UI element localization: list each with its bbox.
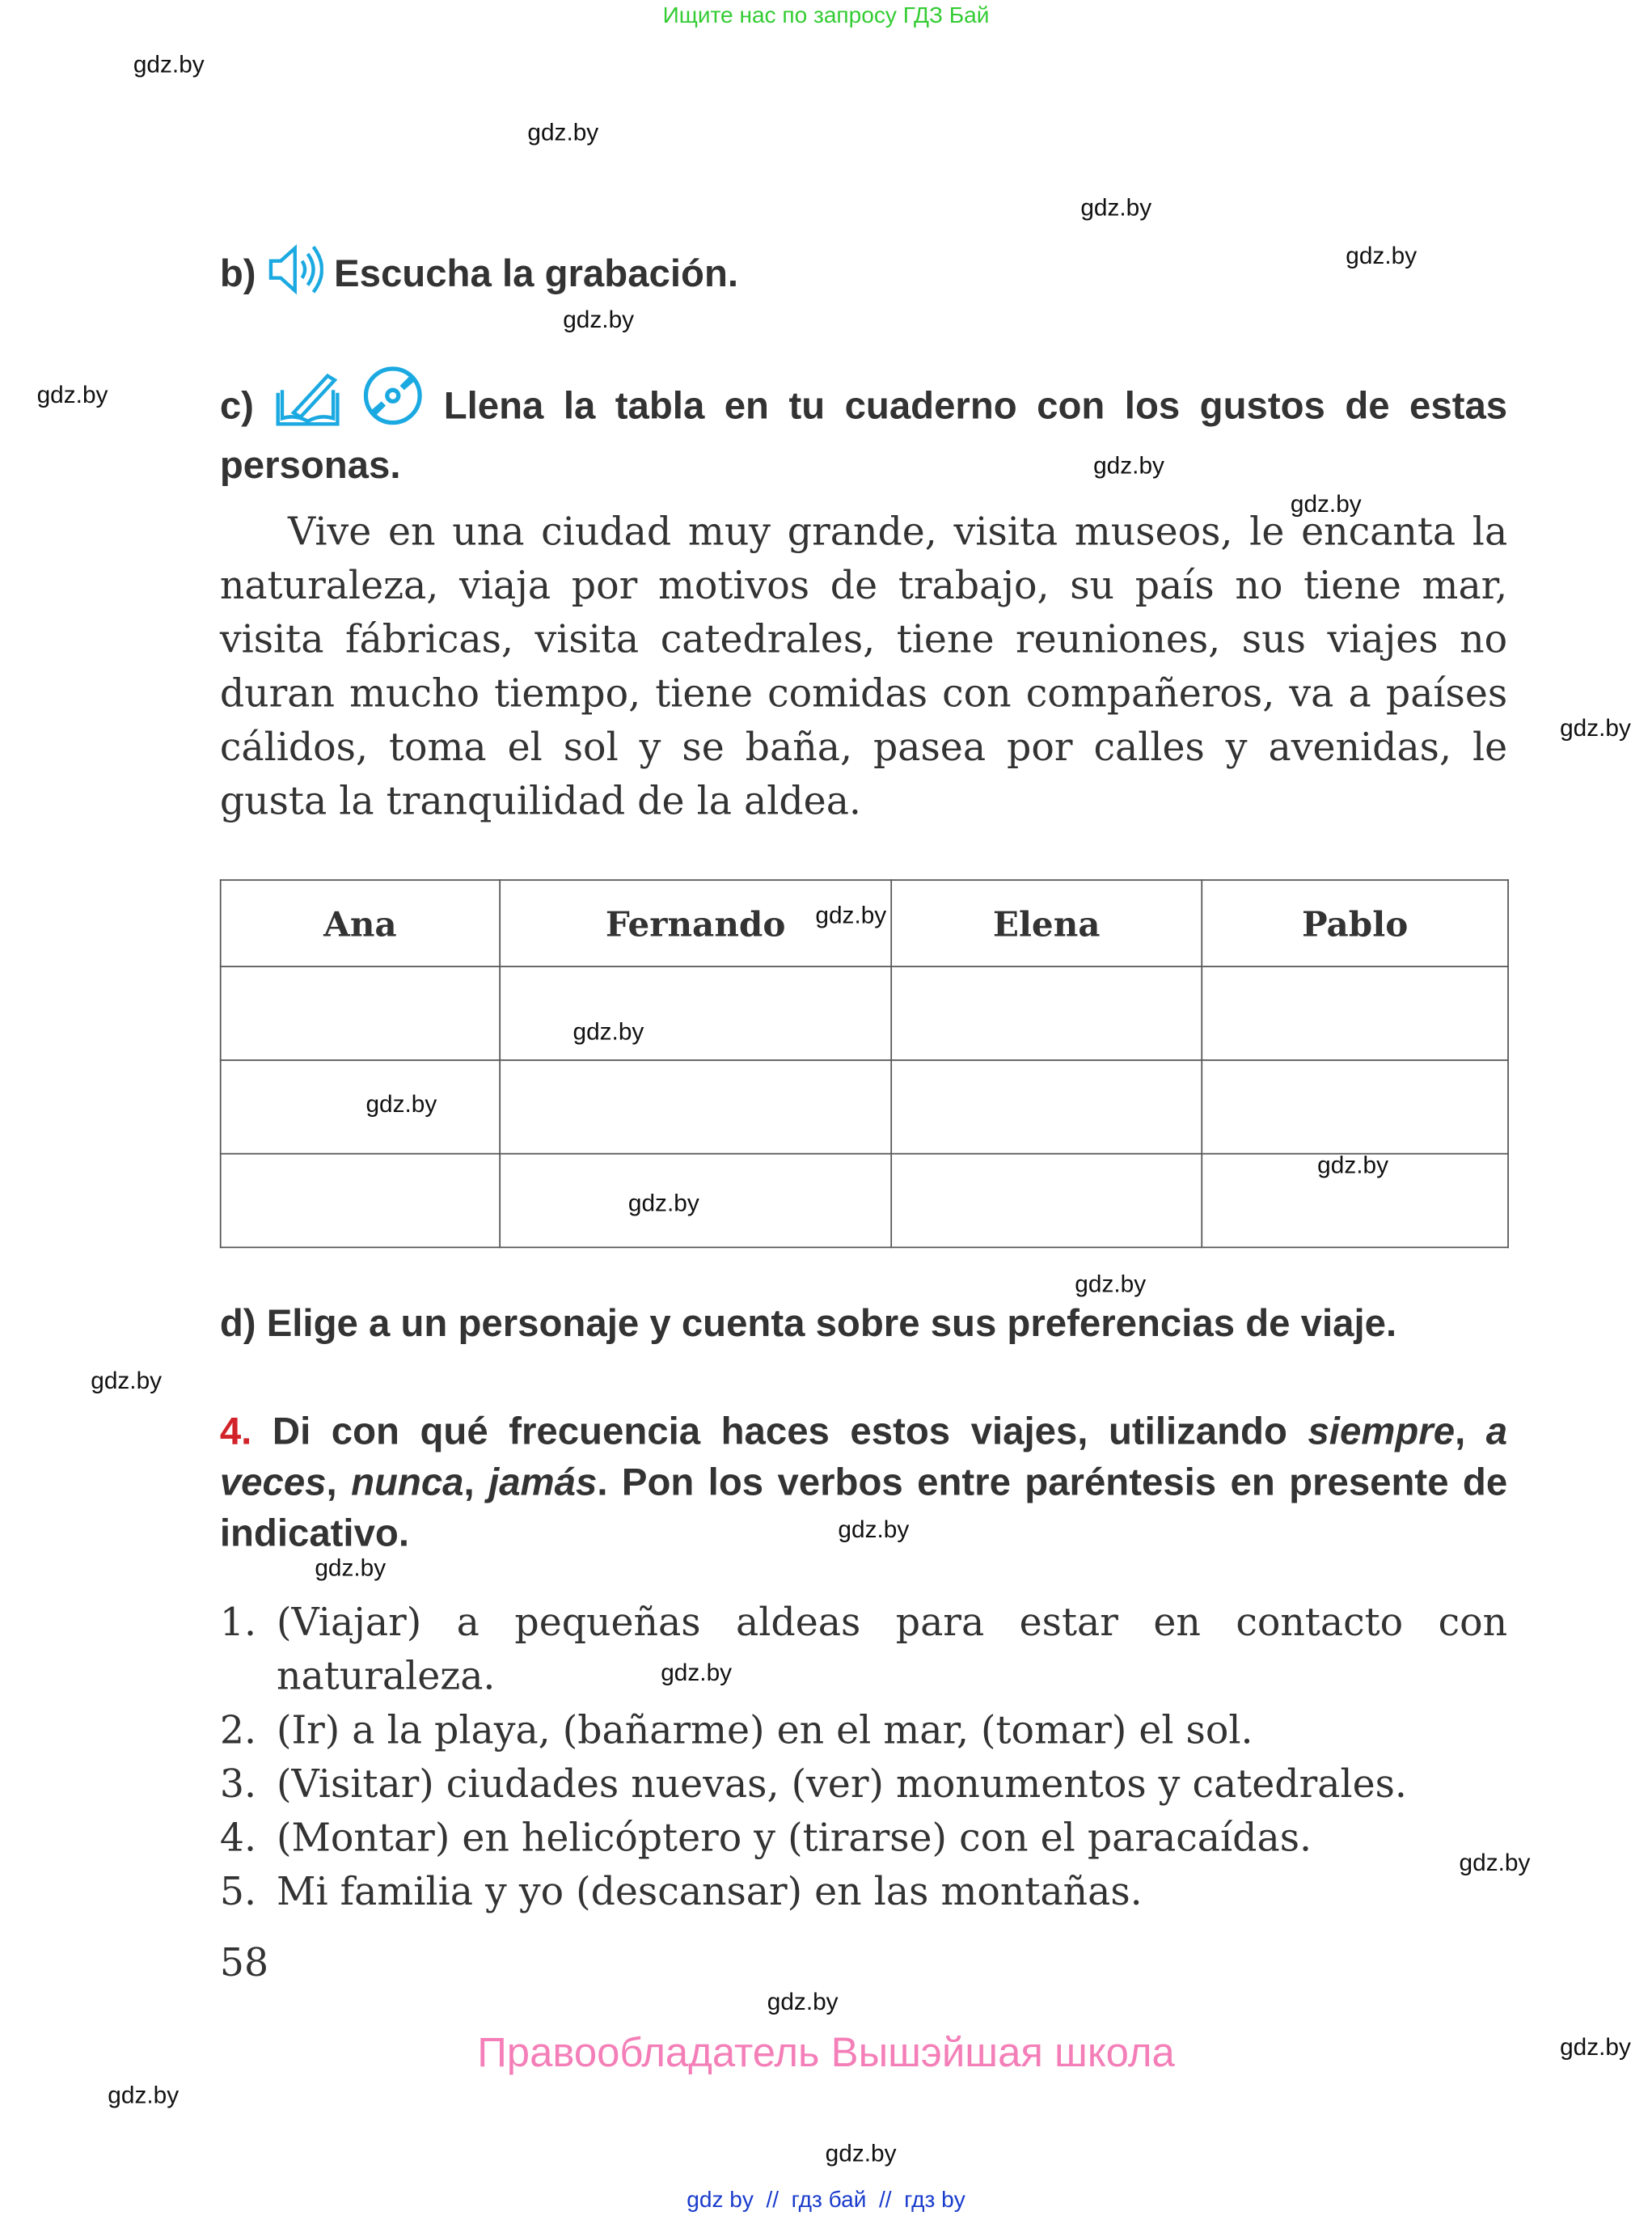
item-number: 4. [219, 1816, 257, 1861]
footer-link[interactable]: гдз бай [791, 2188, 867, 2213]
watermark: gdz.by [365, 1090, 437, 1118]
table-cell [1201, 1152, 1509, 1249]
cd-icon [361, 365, 424, 440]
page-number: 58 [219, 1941, 269, 1986]
footer-link[interactable]: gdz by [687, 2188, 754, 2213]
table-cell [499, 1152, 893, 1249]
watermark: gdz.by [627, 1190, 699, 1217]
list-item: 3. (Visitar) ciudades nuevas, (ver) monum… [220, 1759, 1507, 1813]
table-cell [499, 1059, 893, 1155]
table-cell [219, 1059, 501, 1155]
watermark: gdz.by [108, 2082, 180, 2109]
watermark: gdz.by [825, 2140, 897, 2167]
watermark: gdz.by [36, 381, 108, 409]
footer-separator: // [766, 2188, 780, 2213]
watermark: gdz.by [91, 1367, 163, 1394]
keyword: siempre [1308, 1410, 1456, 1452]
table-cell [219, 966, 501, 1061]
item-text: (Montar) en helicóptero y (tirarse) con … [276, 1816, 1312, 1861]
keyword: jamás [488, 1461, 598, 1503]
copyright-notice: Правообладатель Вышэйшая школа [477, 2031, 1175, 2077]
table-cell [219, 1152, 501, 1249]
watermark: gdz.by [1346, 242, 1418, 270]
watermark: gdz.by [661, 1659, 733, 1687]
top-banner[interactable]: Ищите нас по запросу ГДЗ Бай [662, 4, 990, 29]
book-pen-icon [273, 367, 341, 439]
watermark: gdz.by [563, 306, 635, 334]
table-cell [890, 966, 1203, 1061]
table-cell [1201, 966, 1509, 1061]
watermark: gdz.by [815, 902, 887, 929]
item-text: (Visitar) ciudades nuevas, (ver) monumen… [276, 1762, 1407, 1808]
exercise-number: 4. [219, 1410, 252, 1452]
watermark: gdz.by [1290, 490, 1362, 518]
table-cell [890, 1152, 1203, 1249]
table-row [219, 1059, 1509, 1155]
instruction-part: Di con qué frecuencia haces estos viajes… [272, 1410, 1308, 1452]
item-number: 2. [219, 1709, 257, 1753]
item-text: Mi familia y yo (descansar) en las monta… [276, 1871, 1143, 1915]
section-d-label: d) [219, 1301, 256, 1345]
description-paragraph: Vive en una ciudad muy grande, visita mu… [219, 510, 1508, 824]
section-d: d) Elige a un personaje y cuenta sobre s… [220, 1298, 1396, 1349]
section-c-text: Llena la tabla en tu cuaderno con los gu… [219, 384, 1508, 487]
watermark: gdz.by [1093, 452, 1164, 480]
list-item: 2. (Ir) a la playa, (bañarme) en el mar, … [220, 1705, 1507, 1759]
table-header-row: Ana Fernando Elena Pablo [219, 879, 1509, 968]
exercise-4-instructions: 4. Di con qué frecuencia haces estos via… [220, 1406, 1507, 1558]
watermark: gdz.by [1560, 2033, 1631, 2061]
item-text: (Viajar) a pequeñas aldeas para estar en… [276, 1600, 1508, 1699]
speaker-icon[interactable] [267, 243, 324, 308]
watermark: gdz.by [572, 1018, 644, 1046]
footer-link[interactable]: гдз by [904, 2188, 965, 2213]
footer-separator: // [878, 2188, 892, 2213]
watermark: gdz.by [133, 51, 205, 78]
comma: , [326, 1461, 352, 1503]
watermark: gdz.by [1075, 1271, 1147, 1298]
table-cell [1201, 1059, 1509, 1155]
table-cell [890, 1059, 1203, 1155]
instruction-part: . Pon los verbos entre paréntesis en pre… [219, 1461, 1508, 1555]
item-number: 1. [219, 1600, 257, 1646]
table-row [219, 1152, 1509, 1249]
section-b-label: b) [219, 252, 256, 295]
watermark: gdz.by [527, 119, 599, 146]
section-c: c) Llena la tabla en tu cuaderno con los… [220, 365, 1507, 491]
watermark: gdz.by [767, 1988, 839, 2016]
keyword: nunca [351, 1461, 464, 1503]
header-ana: Ana [219, 879, 501, 968]
exercise-4-list: 1. (Viajar) a pequeñas aldeas para estar … [220, 1597, 1507, 1921]
table-row [219, 966, 1509, 1061]
watermark: gdz.by [1080, 194, 1152, 222]
list-item: 5. Mi familia y yo (descansar) en las mon… [220, 1867, 1507, 1921]
watermark: gdz.by [1317, 1152, 1389, 1179]
table-cell [499, 966, 893, 1061]
section-b: b) Escucha la grabación. [219, 243, 739, 308]
watermark: gdz.by [1459, 1849, 1531, 1877]
watermark: gdz.by [315, 1554, 387, 1582]
item-number: 3. [219, 1762, 257, 1808]
list-item: 4. (Montar) en helicóptero y (tirarse) co… [220, 1812, 1507, 1867]
preferences-table: Ana Fernando Elena Pablo [219, 879, 1509, 1249]
header-pablo: Pablo [1201, 879, 1509, 968]
keyword: a veces [219, 1410, 1508, 1503]
list-item: 1. (Viajar) a pequeñas aldeas para estar … [220, 1597, 1507, 1705]
footer-links: gdz by // гдз бай // гдз by [0, 2188, 1652, 2214]
item-text: (Ir) a la playa, (bañarme) en el mar, (t… [276, 1709, 1253, 1753]
section-c-label: c) [219, 384, 254, 427]
watermark: gdz.by [1560, 714, 1631, 742]
comma: , [1455, 1410, 1486, 1452]
item-number: 5. [219, 1871, 257, 1915]
section-d-text: Elige a un personaje y cuenta sobre sus … [266, 1301, 1397, 1345]
section-b-text: Escucha la grabación. [334, 252, 739, 295]
watermark: gdz.by [838, 1516, 910, 1544]
header-elena: Elena [890, 879, 1203, 968]
comma: , [463, 1461, 489, 1503]
